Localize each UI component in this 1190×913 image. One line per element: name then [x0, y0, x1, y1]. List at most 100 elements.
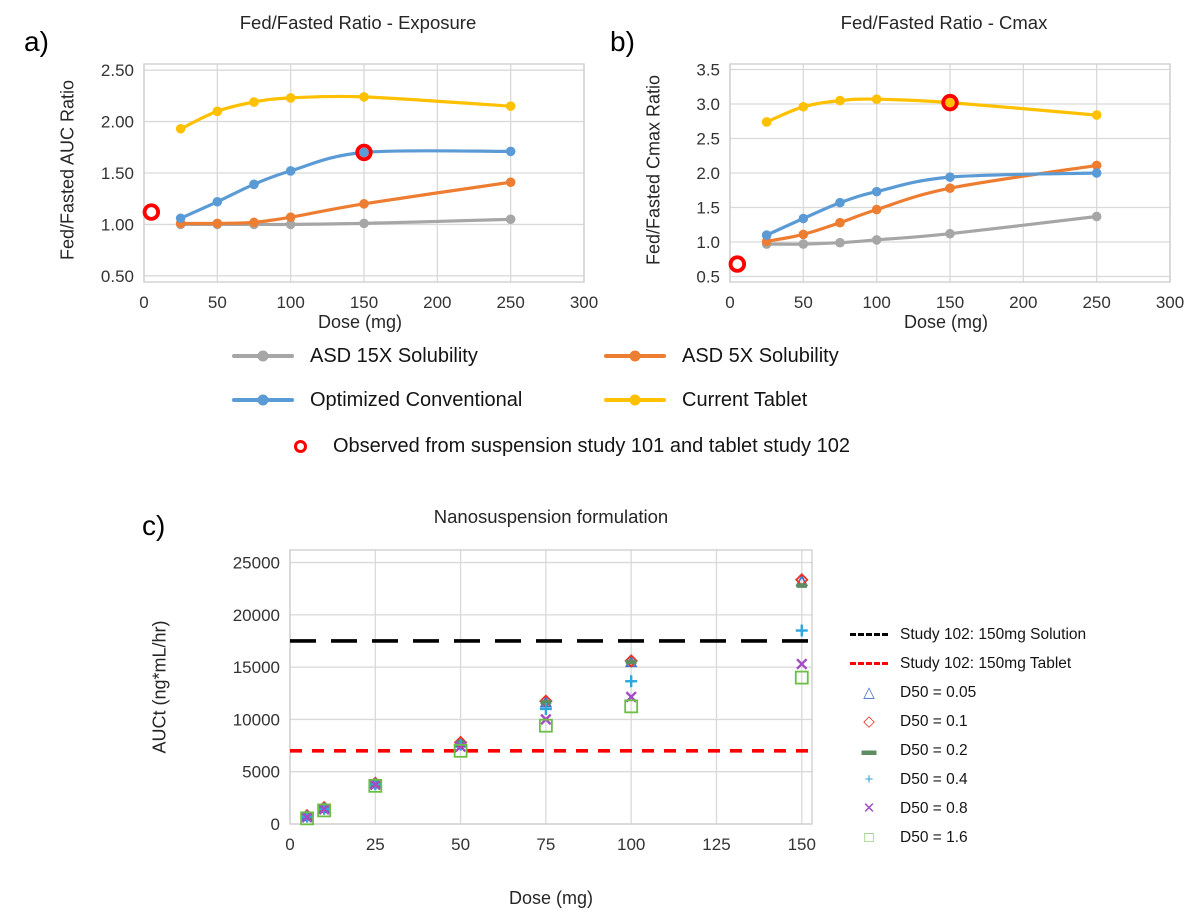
legend-item-optimized-conventional: Optimized Conventional: [232, 386, 604, 414]
red-dashed-line-icon: [850, 662, 888, 665]
svg-text:300: 300: [570, 293, 598, 312]
legend-ab: ASD 15X Solubility ASD 5X Solubility Opt…: [232, 342, 1002, 460]
black-dashed-line-icon: [850, 633, 888, 636]
observed-ring-icon: [294, 439, 307, 453]
dash-marker-icon: ▬: [861, 742, 877, 759]
svg-text:2.00: 2.00: [101, 113, 134, 132]
legend-item-study102-solution: Study 102: 150mg Solution: [850, 620, 1086, 649]
legend-label: Study 102: 150mg Tablet: [900, 654, 1072, 672]
svg-text:0: 0: [285, 835, 294, 854]
legend-item-asd-5x: ASD 5X Solubility: [604, 342, 984, 370]
chart-a-title: Fed/Fasted Ratio - Exposure: [239, 12, 477, 33]
panel-b-label: b): [610, 26, 635, 57]
panel-a-label: a): [24, 26, 49, 57]
svg-text:250: 250: [1082, 293, 1110, 312]
chart-b-x-axis-title: Dose (mg): [903, 312, 988, 332]
svg-text:3.0: 3.0: [696, 95, 720, 114]
svg-text:0.50: 0.50: [101, 267, 134, 286]
line-marker-icon: [604, 398, 666, 402]
chart-b-title: Fed/Fasted Ratio - Cmax: [840, 12, 1048, 33]
chart-b-y-axis-title: Fed/Fasted Cmax Ratio: [643, 74, 664, 266]
svg-text:2.50: 2.50: [101, 61, 134, 80]
svg-text:200: 200: [1009, 293, 1037, 312]
svg-text:50: 50: [208, 293, 227, 312]
legend-item-d50-08: ✕ D50 = 0.8: [850, 794, 1086, 823]
line-marker-icon: [232, 398, 294, 402]
svg-text:20000: 20000: [233, 606, 280, 625]
legend-label: ASD 15X Solubility: [310, 344, 478, 367]
legend-label: D50 = 0.05: [900, 683, 977, 701]
chart-c-x-axis-title: Dose (mg): [508, 888, 593, 908]
svg-text:300: 300: [1156, 293, 1184, 312]
chart-c-plot: 0 25 50 75 100 125 150 0 5000 10000 15000 20000 2500…: [233, 549, 816, 854]
square-marker-icon: □: [864, 829, 874, 846]
legend-item-d50-01: ◇ D50 = 0.1: [850, 707, 1086, 736]
svg-text:150: 150: [936, 293, 964, 312]
panel-a: a) Fed/Fasted Ratio - Exposure 0 50 100 150…: [16, 4, 604, 344]
svg-text:50: 50: [794, 293, 813, 312]
chart-c-y-axis-title: AUCt (ng*mL/hr): [149, 620, 170, 754]
panel-b: b) Fed/Fasted Ratio - Cmax 0 50 100 150 200 2…: [604, 4, 1190, 344]
legend-label: D50 = 1.6: [900, 828, 968, 846]
legend-label: D50 = 0.4: [900, 770, 968, 788]
chart-a-y-axis-title: Fed/Fasted AUC Ratio: [57, 79, 78, 261]
svg-text:0.5: 0.5: [696, 267, 720, 286]
legend-label: Current Tablet: [682, 388, 808, 411]
svg-text:200: 200: [423, 293, 451, 312]
svg-text:10000: 10000: [233, 710, 280, 729]
legend-item-d50-005: △ D50 = 0.05: [850, 678, 1086, 707]
legend-c: Study 102: 150mg Solution Study 102: 150…: [850, 620, 1086, 852]
chart-b-plot: 0 50 100 150 200 250 300 0.5 1.0 1.5 2.0 2.5 3.0 3.5: [696, 61, 1184, 312]
svg-text:15000: 15000: [233, 658, 280, 677]
svg-text:1.5: 1.5: [696, 198, 720, 217]
svg-text:0: 0: [271, 815, 280, 834]
svg-text:2.0: 2.0: [696, 164, 720, 183]
chart-c-title: Nanosuspension formulation: [433, 506, 669, 527]
diamond-marker-icon: ◇: [863, 713, 875, 730]
legend-item-d50-16: □ D50 = 1.6: [850, 823, 1086, 852]
svg-text:25000: 25000: [233, 554, 280, 573]
line-marker-icon: [604, 354, 666, 358]
svg-text:5000: 5000: [242, 763, 280, 782]
svg-text:50: 50: [451, 835, 470, 854]
legend-item-observed: Observed from suspension study 101 and t…: [294, 432, 1002, 460]
svg-text:75: 75: [536, 835, 555, 854]
svg-text:2.5: 2.5: [696, 130, 720, 149]
svg-text:1.0: 1.0: [696, 233, 720, 252]
legend-label: D50 = 0.2: [900, 741, 968, 759]
svg-text:0: 0: [725, 293, 734, 312]
svg-text:150: 150: [350, 293, 378, 312]
legend-ab-grid: ASD 15X Solubility ASD 5X Solubility Opt…: [232, 342, 1002, 414]
legend-item-study102-tablet: Study 102: 150mg Tablet: [850, 649, 1086, 678]
svg-text:100: 100: [276, 293, 304, 312]
svg-text:100: 100: [617, 835, 645, 854]
svg-text:0: 0: [139, 293, 148, 312]
chart-a-plot: 0 50 100 150 200 250 300 0.50 1.00 1.50 2.00 2.50: [101, 61, 598, 312]
svg-text:100: 100: [862, 293, 890, 312]
chart-a-x-axis-title: Dose (mg): [317, 312, 402, 332]
plus-marker-icon: +: [864, 771, 874, 788]
legend-label: Optimized Conventional: [310, 388, 523, 411]
line-marker-icon: [232, 354, 294, 358]
svg-text:250: 250: [496, 293, 524, 312]
svg-text:125: 125: [702, 835, 730, 854]
triangle-marker-icon: △: [863, 684, 875, 701]
legend-label: Study 102: 150mg Solution: [900, 625, 1087, 643]
svg-text:150: 150: [788, 835, 816, 854]
svg-text:3.5: 3.5: [696, 61, 720, 80]
svg-text:25: 25: [366, 835, 385, 854]
x-marker-icon: ✕: [862, 800, 876, 817]
legend-label: D50 = 0.1: [900, 712, 968, 730]
legend-item-asd-15x: ASD 15X Solubility: [232, 342, 604, 370]
legend-label: Observed from suspension study 101 and t…: [333, 434, 850, 457]
legend-item-d50-04: + D50 = 0.4: [850, 765, 1086, 794]
legend-label: D50 = 0.8: [900, 799, 968, 817]
svg-text:1.50: 1.50: [101, 164, 134, 183]
panel-c-label: c): [142, 510, 166, 541]
panel-c: c) Nanosuspension formulation 0 25 50 75 100…: [128, 496, 1190, 913]
legend-label: ASD 5X Solubility: [682, 344, 839, 367]
legend-item-d50-02: ▬ D50 = 0.2: [850, 736, 1086, 765]
legend-item-current-tablet: Current Tablet: [604, 386, 984, 414]
svg-text:1.00: 1.00: [101, 215, 134, 234]
